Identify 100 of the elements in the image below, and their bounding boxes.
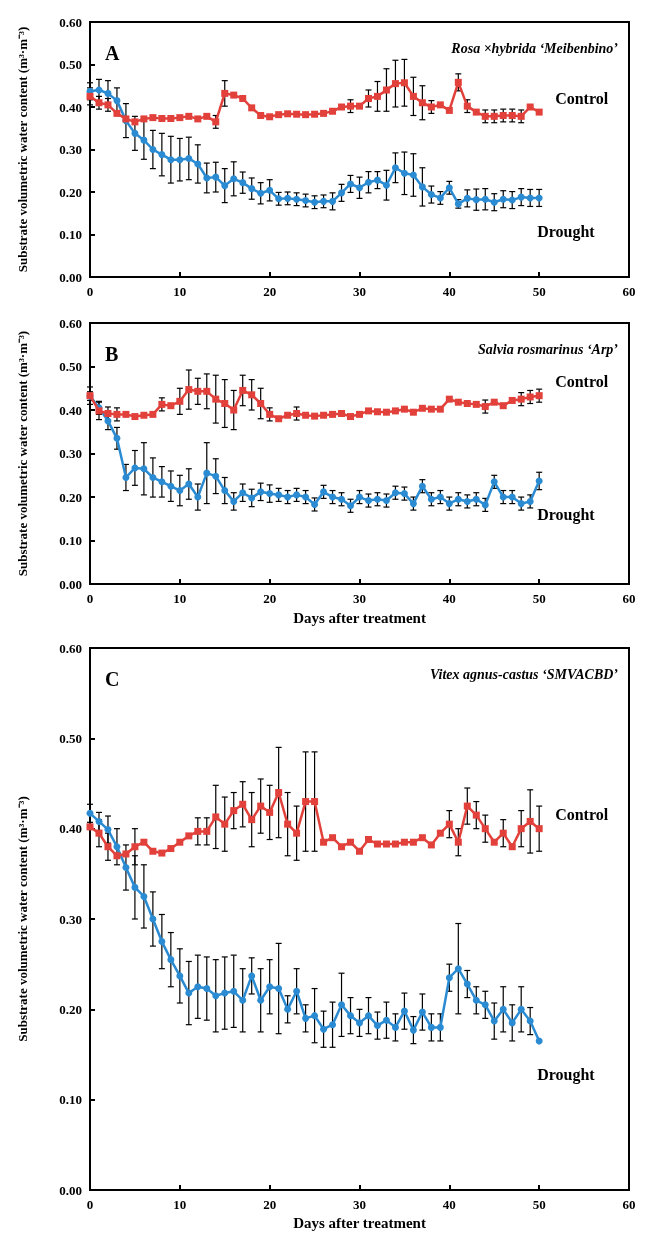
point	[293, 110, 301, 118]
point	[275, 491, 283, 499]
point	[472, 495, 480, 503]
point	[463, 400, 471, 408]
point	[409, 408, 417, 416]
point	[490, 1017, 498, 1025]
point	[131, 843, 139, 851]
point	[427, 191, 435, 199]
point	[481, 195, 489, 203]
point	[212, 992, 220, 1000]
point	[427, 405, 435, 413]
point	[194, 827, 202, 835]
y-tick-label: 0.40	[59, 402, 82, 418]
point	[463, 102, 471, 110]
point	[329, 1021, 337, 1029]
point	[149, 847, 157, 855]
y-tick-label: 0.00	[59, 269, 82, 285]
point	[436, 405, 444, 413]
point	[140, 838, 148, 846]
point	[158, 938, 166, 946]
point	[535, 1037, 543, 1045]
point	[203, 387, 211, 395]
point	[239, 800, 247, 808]
point	[140, 411, 148, 419]
point	[391, 407, 399, 415]
point	[535, 477, 543, 485]
x-tick-label: 20	[263, 1197, 277, 1212]
point	[436, 101, 444, 109]
point	[373, 92, 381, 100]
point	[427, 841, 435, 849]
y-tick-label: 0.60	[59, 14, 82, 30]
y-tick-label: 0.30	[59, 911, 82, 927]
point	[266, 983, 274, 991]
point	[463, 980, 471, 988]
point	[382, 1016, 390, 1024]
point	[302, 798, 310, 806]
point	[140, 465, 148, 473]
point	[185, 386, 193, 394]
point	[86, 92, 94, 100]
point	[248, 494, 256, 502]
point	[347, 502, 355, 510]
point	[131, 883, 139, 891]
y-tick-label: 0.40	[59, 99, 82, 115]
point	[373, 495, 381, 503]
point	[230, 497, 238, 505]
point	[472, 196, 480, 204]
y-tick-label: 0.50	[59, 359, 82, 375]
point	[329, 107, 337, 115]
point	[302, 411, 310, 419]
point	[149, 114, 157, 122]
point	[203, 112, 211, 120]
point	[400, 838, 408, 846]
x-tick-label: 30	[353, 1197, 366, 1212]
point	[176, 397, 184, 405]
point	[158, 151, 166, 159]
point	[311, 798, 319, 806]
point	[347, 413, 355, 421]
point	[400, 79, 408, 87]
point	[293, 987, 301, 995]
series-label: Drought	[537, 506, 596, 525]
point	[499, 402, 507, 410]
point	[347, 1012, 355, 1020]
x-tick-label: 60	[622, 591, 636, 607]
x-tick-label: 0	[86, 284, 94, 299]
point	[302, 1014, 310, 1022]
point	[311, 110, 319, 118]
x-tick-label: 40	[442, 1197, 456, 1212]
point	[535, 108, 543, 116]
x-tick-label: 20	[263, 284, 277, 299]
point	[230, 175, 238, 183]
point	[113, 97, 121, 105]
point	[418, 482, 426, 490]
x-tick-label: 60	[622, 1197, 636, 1212]
point	[302, 493, 310, 501]
point	[508, 112, 516, 119]
y-tick-label: 0.20	[59, 184, 82, 200]
point	[176, 487, 184, 495]
point	[463, 497, 471, 505]
point	[490, 198, 498, 206]
point	[230, 807, 238, 815]
point	[526, 497, 534, 505]
point	[284, 411, 292, 419]
point	[320, 109, 328, 117]
point	[248, 104, 256, 112]
point	[347, 102, 355, 110]
point	[257, 996, 265, 1004]
point	[356, 410, 363, 418]
point	[122, 864, 130, 872]
point	[203, 827, 211, 835]
x-tick-label: 0	[86, 1197, 94, 1212]
point	[526, 103, 534, 111]
point	[302, 197, 310, 204]
point	[490, 838, 498, 846]
point	[400, 169, 408, 177]
point	[131, 413, 139, 421]
y-tick-label: 0.60	[59, 315, 82, 331]
y-tick-label: 0.10	[59, 533, 82, 549]
point	[176, 838, 184, 846]
series-label: Control	[555, 806, 609, 824]
point	[311, 412, 319, 420]
